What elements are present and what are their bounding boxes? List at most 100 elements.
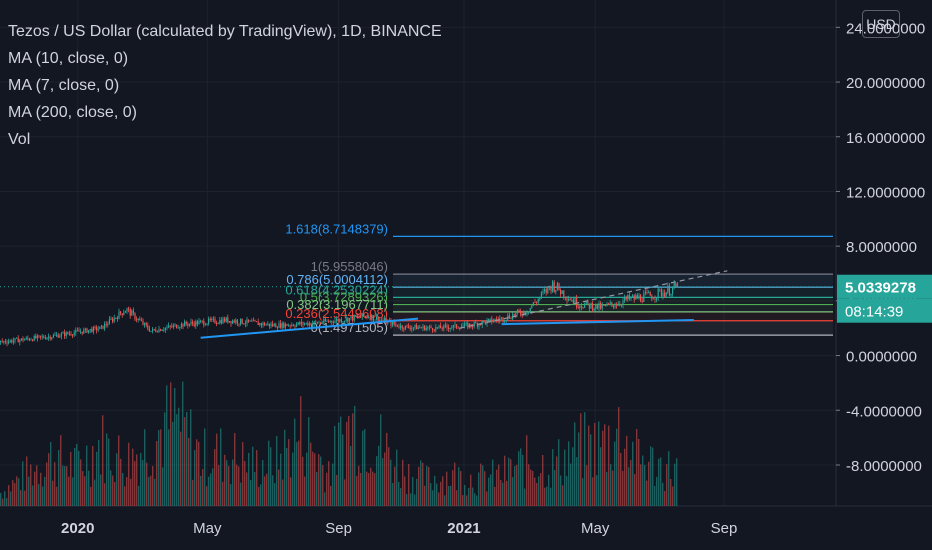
volume-bar xyxy=(652,447,654,506)
candle-body xyxy=(401,325,403,329)
candle-body xyxy=(54,335,56,336)
volume-bar xyxy=(296,442,298,506)
currency-button[interactable]: USD xyxy=(862,10,900,38)
candle-body xyxy=(28,338,30,341)
candle-body xyxy=(289,325,291,327)
candle-body xyxy=(179,327,181,328)
volume-bar xyxy=(436,483,438,506)
volume-bar xyxy=(52,480,54,506)
volume-bar xyxy=(236,464,238,506)
volume-bar xyxy=(614,441,616,506)
candle-body xyxy=(264,322,266,326)
candle-body xyxy=(566,298,568,301)
volume-bar xyxy=(102,415,104,506)
candle-body xyxy=(108,319,110,325)
legend-symbol-title[interactable]: Tezos / US Dollar (calculated by Trading… xyxy=(8,23,442,40)
volume-bar xyxy=(178,407,180,506)
volume-bar xyxy=(528,464,530,506)
candle-body xyxy=(633,295,635,300)
candle-body xyxy=(203,320,205,326)
volume-bar xyxy=(100,474,102,506)
candle-body xyxy=(284,324,286,328)
volume-bar xyxy=(546,486,548,506)
candle-body xyxy=(70,333,72,335)
volume-bar xyxy=(464,485,466,506)
candle-body xyxy=(440,325,442,329)
volume-bar xyxy=(412,477,414,506)
candle-body xyxy=(542,291,544,293)
candle-body xyxy=(60,333,62,337)
candle-body xyxy=(664,292,666,297)
volume-bar xyxy=(394,466,396,506)
candle-body xyxy=(531,305,533,308)
candle-body xyxy=(121,313,123,315)
volume-bar xyxy=(540,473,542,506)
candle-body xyxy=(254,320,256,322)
trend-line xyxy=(200,317,419,339)
volume-bar xyxy=(4,491,6,506)
legend-ma7[interactable]: MA (7, close, 0) xyxy=(8,77,120,94)
candle-body xyxy=(115,317,117,319)
candle-body xyxy=(107,324,109,326)
candle-body xyxy=(44,337,46,339)
volume-bar xyxy=(96,451,98,506)
candle-body xyxy=(408,325,410,328)
volume-bar xyxy=(270,447,272,506)
candle-body xyxy=(248,319,250,322)
candle-body xyxy=(433,330,435,331)
candle-body xyxy=(443,325,445,329)
volume-bar xyxy=(30,464,32,506)
candle-body xyxy=(540,292,542,298)
candle-body xyxy=(598,302,600,309)
volume-bar xyxy=(388,447,390,506)
candle-body xyxy=(273,324,275,326)
volume-bar xyxy=(168,429,170,506)
volume-bar xyxy=(32,485,34,506)
volume-bar xyxy=(592,477,594,506)
volume-bar xyxy=(660,457,662,506)
candle-body xyxy=(668,285,670,296)
volume-bar xyxy=(256,450,258,506)
volume-bar xyxy=(6,498,8,506)
candle-body xyxy=(392,321,394,326)
candle-body xyxy=(260,323,262,326)
candle-body xyxy=(131,310,133,316)
candle-body xyxy=(422,326,424,328)
candle-body xyxy=(120,311,122,314)
volume-bar xyxy=(14,483,16,506)
volume-bar xyxy=(604,424,606,506)
candle-body xyxy=(59,336,61,338)
candle-body xyxy=(321,322,323,324)
candle-body xyxy=(116,317,118,320)
volume-bar xyxy=(380,414,382,506)
candle-body xyxy=(257,321,259,326)
candle-body xyxy=(414,325,416,328)
volume-bar xyxy=(206,486,208,506)
candle-body xyxy=(523,311,525,316)
volume-bar xyxy=(534,477,536,506)
candle-body xyxy=(606,303,608,306)
candle-body xyxy=(72,334,74,336)
last-price-label: 5.0339278 xyxy=(845,280,916,297)
candle-body xyxy=(603,305,605,306)
volume-bar xyxy=(428,466,430,506)
candle-body xyxy=(396,324,398,327)
volume-bar xyxy=(484,471,486,506)
candle-body xyxy=(276,327,278,329)
candle-body xyxy=(243,323,245,325)
candle-body xyxy=(568,299,570,301)
candle-body xyxy=(398,326,400,328)
legend-vol[interactable]: Vol xyxy=(8,131,31,148)
volume-bar xyxy=(192,479,194,506)
volume-bar xyxy=(316,472,318,506)
volume-bar xyxy=(340,416,342,506)
volume-bar xyxy=(360,472,362,506)
candle-body xyxy=(478,324,480,327)
legend-ma10[interactable]: MA (10, close, 0) xyxy=(8,50,129,67)
volume-bar xyxy=(348,415,350,506)
candle-body xyxy=(283,322,285,328)
volume-bar xyxy=(254,472,256,506)
candle-body xyxy=(654,298,656,300)
legend-ma200[interactable]: MA (200, close, 0) xyxy=(8,104,137,121)
